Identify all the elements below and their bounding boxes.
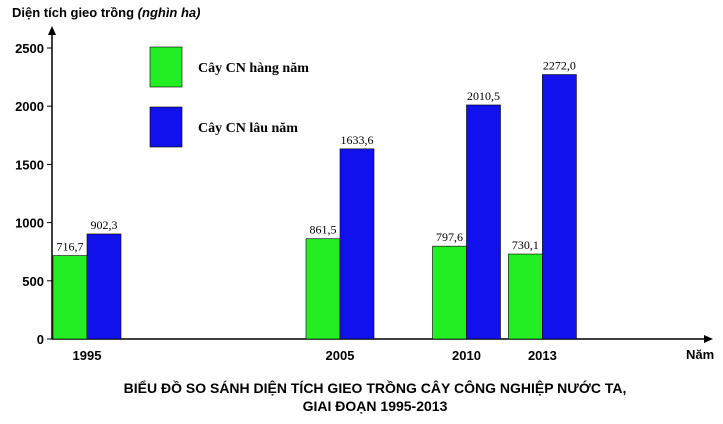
x-tick-label: 2005 [326, 348, 355, 363]
bar-value-label: 730,1 [512, 238, 539, 252]
legend-swatch-perennial [149, 106, 183, 148]
bar-perennial-2005 [339, 148, 375, 340]
axes [48, 26, 713, 343]
y-axis-ticks: 0 500 1000 1500 2000 2500 [15, 41, 52, 347]
bar-value-label: 797,6 [436, 230, 463, 244]
x-axis-arrow [704, 335, 713, 343]
legend: Cây CN hàng năm Cây CN lâu năm [149, 46, 309, 148]
bar-annual-2013 [508, 253, 543, 340]
y-axis-arrow [48, 26, 56, 35]
bar-value-label: 2010,5 [467, 89, 500, 103]
bar-value-label: 861,5 [310, 223, 337, 237]
bar-value-label: 902,3 [91, 218, 118, 232]
bar-annual-1995 [52, 255, 88, 340]
legend-swatch-annual [149, 46, 183, 88]
y-axis-title-text: Diện tích gieo trồng [12, 5, 138, 20]
x-axis-title: Năm [686, 347, 714, 362]
legend-label: Cây CN lâu năm [198, 121, 298, 136]
y-axis-unit: (nghìn ha) [138, 5, 201, 20]
legend-label: Cây CN hàng năm [198, 61, 309, 76]
bar-value-label: 2272,0 [543, 59, 576, 73]
bar-annual-2010 [432, 245, 467, 340]
chart-title-line-1: BIỂU ĐỒ SO SÁNH DIỆN TÍCH GIEO TRỒNG CÂY… [124, 379, 627, 396]
x-tick-label: 2010 [452, 348, 481, 363]
y-tick-label: 1500 [15, 157, 44, 172]
y-axis-title: Diện tích gieo trồng (nghìn ha) [12, 5, 201, 20]
chart-title-line-2: GIAI ĐOẠN 1995-2013 [303, 398, 448, 414]
y-tick-label: 500 [22, 274, 44, 289]
bar-annual-2005 [305, 238, 341, 340]
x-axis-labels: 1995 2005 2010 2013 [73, 348, 557, 363]
y-tick-label: 2500 [15, 41, 44, 56]
bar-perennial-2010 [466, 104, 501, 340]
y-tick-label: 0 [37, 332, 44, 347]
x-tick-label: 1995 [73, 348, 102, 363]
bar-perennial-2013 [542, 74, 577, 340]
y-tick-label: 2000 [15, 99, 44, 114]
bar-value-label: 1633,6 [341, 133, 374, 147]
x-tick-label: 2013 [528, 348, 557, 363]
y-tick-label: 1000 [15, 216, 44, 231]
bar-value-label: 716,7 [57, 240, 84, 254]
bar-perennial-1995 [86, 233, 122, 340]
bars: 716,7 902,3 861,5 1633,6 797,6 2010,5 730,1 227… [52, 59, 577, 340]
